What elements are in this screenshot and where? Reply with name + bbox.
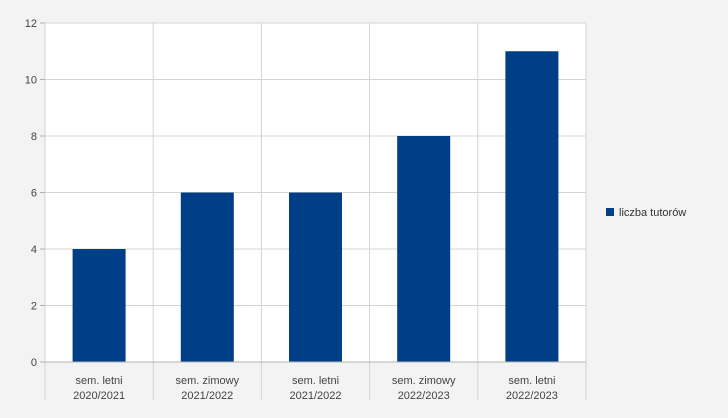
x-tick-label: 2022/2023 — [398, 390, 450, 402]
bar[interactable] — [397, 136, 451, 362]
bars — [72, 51, 559, 363]
x-tick-label: sem. zimowy — [176, 375, 240, 387]
x-tick-label: 2020/2021 — [73, 390, 125, 402]
legend-label: liczba tutorów — [619, 207, 686, 219]
x-tick-label: 2021/2022 — [290, 390, 342, 402]
y-tick-label: 6 — [31, 188, 37, 200]
y-tick-label: 0 — [31, 357, 37, 369]
bar[interactable] — [288, 192, 343, 363]
axes: 0 2 4 6 8 10 12 sem. letni 2020/2021 sem. zimowy 2… — [25, 18, 586, 402]
x-tick-label: sem. letni — [508, 375, 555, 387]
legend[interactable]: liczba tutorów — [606, 207, 686, 219]
y-tick-label: 8 — [31, 131, 37, 143]
y-tick-label: 4 — [31, 244, 37, 256]
bar[interactable] — [180, 192, 234, 363]
legend-swatch — [606, 208, 614, 216]
y-tick-label: 10 — [25, 75, 37, 87]
gridlines — [44, 22, 587, 400]
x-tick-label: 2021/2022 — [181, 390, 233, 402]
x-tick-label: sem. letni — [76, 375, 123, 387]
y-tick-label: 12 — [25, 18, 37, 30]
x-tick-label: sem. zimowy — [392, 375, 456, 387]
x-tick-label: sem. letni — [292, 375, 339, 387]
y-tick-label: 2 — [31, 301, 37, 313]
x-tick-label: 2022/2023 — [506, 390, 558, 402]
bar[interactable] — [505, 51, 559, 362]
bar[interactable] — [72, 249, 126, 362]
